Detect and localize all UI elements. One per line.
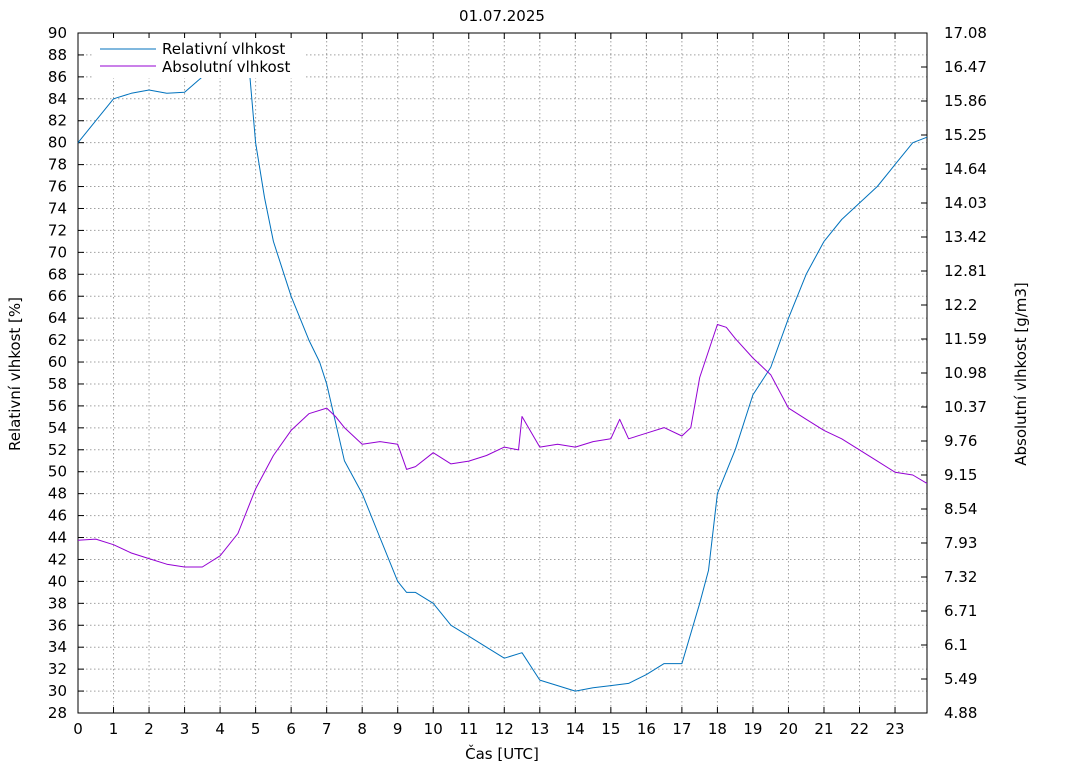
y-tick-label: 90 [48, 24, 67, 42]
x-tick-label: 23 [885, 720, 904, 738]
legend-label-relative: Relativní vlhkost [162, 40, 285, 58]
x-tick-label: 14 [566, 720, 585, 738]
chart-title: 01.07.2025 [459, 7, 545, 25]
y2-tick-label: 12.2 [944, 296, 977, 314]
y-tick-label: 38 [48, 594, 67, 612]
series-layer [77, 54, 928, 692]
y-tick-label: 86 [48, 68, 67, 86]
series-line-absolute [77, 324, 928, 568]
y-tick-label: 50 [48, 463, 67, 481]
y2-tick-label: 13.42 [944, 228, 987, 246]
y-tick-label: 84 [48, 90, 67, 108]
y2-tick-label: 10.98 [944, 364, 987, 382]
y2-tick-label: 5.49 [944, 670, 977, 688]
y-axis-title: Relativní vlhkost [%] [6, 297, 24, 451]
series-line-relative [77, 54, 928, 692]
y2-tick-label: 7.32 [944, 568, 977, 586]
y-tick-label: 78 [48, 156, 67, 174]
x-tick-label: 0 [73, 720, 83, 738]
y-tick-label: 88 [48, 46, 67, 64]
y2-tick-label: 17.08 [944, 24, 987, 42]
y-tick-label: 30 [48, 682, 67, 700]
x-tick-label: 10 [424, 720, 443, 738]
x-tick-label: 20 [779, 720, 798, 738]
x-tick-label: 6 [286, 720, 296, 738]
y-tick-label: 46 [48, 507, 67, 525]
y2-tick-label: 11.59 [944, 330, 987, 348]
plot-frame [77, 32, 928, 714]
x-tick-label: 7 [322, 720, 332, 738]
y-tick-label: 34 [48, 638, 67, 656]
y2-tick-label: 6.71 [944, 602, 977, 620]
y-tick-label: 60 [48, 353, 67, 371]
y2-tick-label: 15.25 [944, 126, 987, 144]
y-tick-label: 70 [48, 243, 67, 261]
y2-tick-label: 6.1 [944, 636, 968, 654]
x-tick-label: 12 [495, 720, 514, 738]
x-tick-label: 1 [109, 720, 119, 738]
y-tick-label: 68 [48, 265, 67, 283]
y-tick-label: 36 [48, 616, 67, 634]
x-tick-label: 16 [637, 720, 656, 738]
y2-tick-label: 14.03 [944, 194, 987, 212]
y2-axis-title: Absolutní vlhkost [g/m3] [1012, 282, 1030, 466]
x-tick-label: 13 [530, 720, 549, 738]
x-axis-title: Čas [UTC] [465, 744, 539, 763]
x-tick-label: 22 [850, 720, 869, 738]
y-tick-label: 42 [48, 550, 67, 568]
y2-tick-label: 16.47 [944, 58, 987, 76]
legend: Relativní vlhkost Absolutní vlhkost [94, 38, 304, 78]
y-tick-label: 82 [48, 112, 67, 130]
y-tick-label: 44 [48, 529, 67, 547]
y-tick-label: 80 [48, 134, 67, 152]
y-tick-label: 64 [48, 309, 67, 327]
x-tick-label: 19 [743, 720, 762, 738]
y-tick-label: 48 [48, 485, 67, 503]
x-tick-label: 15 [601, 720, 620, 738]
y2-tick-label: 15.86 [944, 92, 987, 110]
y-tick-label: 74 [48, 199, 67, 217]
grid-lines [78, 33, 927, 713]
y2-tick-label: 10.37 [944, 398, 987, 416]
y2-tick-label: 9.15 [944, 466, 977, 484]
y-tick-label: 62 [48, 331, 67, 349]
y2-tick-label: 4.88 [944, 704, 977, 722]
y-tick-label: 56 [48, 397, 67, 415]
x-tick-label: 2 [144, 720, 154, 738]
x-tick-label: 11 [459, 720, 478, 738]
x-tick-label: 17 [672, 720, 691, 738]
y-tick-label: 54 [48, 419, 67, 437]
y-tick-label: 72 [48, 221, 67, 239]
y2-tick-label: 14.64 [944, 160, 987, 178]
x-tick-label: 9 [393, 720, 403, 738]
legend-background [94, 38, 304, 78]
y2-tick-label: 9.76 [944, 432, 977, 450]
y2-tick-label: 12.81 [944, 262, 987, 280]
y-tick-label: 52 [48, 441, 67, 459]
x-tick-label: 18 [708, 720, 727, 738]
x-tick-label: 5 [251, 720, 261, 738]
y-tick-label: 66 [48, 287, 67, 305]
y-tick-label: 40 [48, 572, 67, 590]
legend-label-absolute: Absolutní vlhkost [162, 58, 290, 76]
x-tick-label: 4 [215, 720, 225, 738]
x-tick-label: 3 [180, 720, 190, 738]
y-tick-label: 76 [48, 178, 67, 196]
x-tick-label: 21 [814, 720, 833, 738]
y2-tick-label: 8.54 [944, 500, 977, 518]
y-tick-label: 32 [48, 660, 67, 678]
x-tick-label: 8 [357, 720, 367, 738]
y-tick-label: 58 [48, 375, 67, 393]
y-tick-label: 28 [48, 704, 67, 722]
y2-tick-label: 7.93 [944, 534, 977, 552]
axis-ticks: 0 1 2 3 4 5 6 7 8 9 10 11 12 13 14 15 16 17 18 19 20 21 22 2328… [48, 24, 987, 738]
